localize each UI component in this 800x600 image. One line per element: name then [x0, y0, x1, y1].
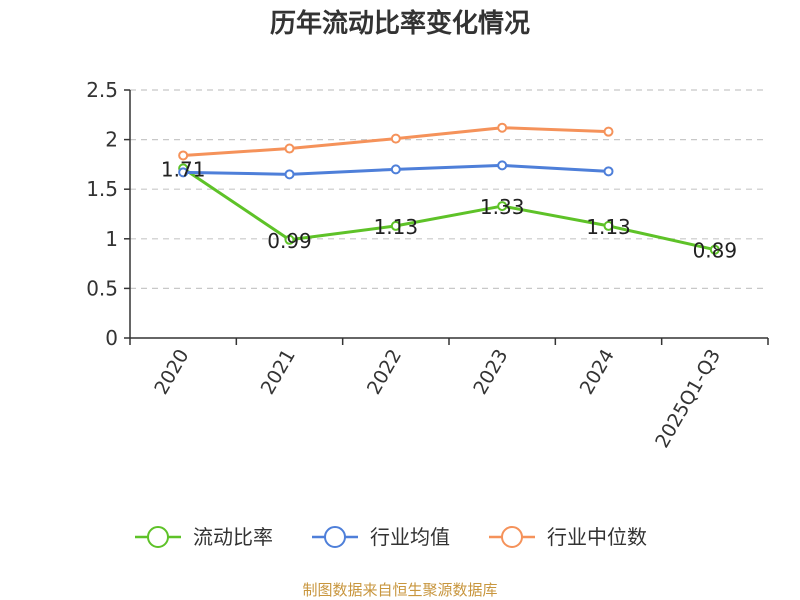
series: [178, 122, 720, 255]
x-tick-label: 2025Q1-Q3: [651, 346, 725, 452]
legend-marker: [501, 526, 523, 548]
y-tick-label: 0: [105, 326, 118, 350]
legend-label: 行业均值: [370, 525, 450, 549]
series-point-3: [178, 150, 189, 161]
series-point-1: [603, 220, 614, 231]
series-point-1: [497, 201, 508, 212]
legend: 流动比率 行业均值 行业中位数: [135, 525, 647, 549]
y-tick-label: 2.5: [86, 78, 118, 102]
data-label: 1.13: [374, 215, 419, 239]
x-tick-label: 2021: [257, 346, 300, 399]
series-point-3: [390, 133, 401, 144]
source-note: 制图数据来自恒生聚源数据库: [302, 581, 497, 599]
y-tick-label: 1: [105, 227, 118, 251]
series-point-1: [709, 244, 720, 255]
data-label: 1.71: [161, 157, 206, 181]
data-labels: 1.71 0.99 1.13 1.33 1.13 0.89: [161, 157, 737, 262]
x-tick-label: 2024: [576, 346, 619, 399]
x-tick-label: 2022: [363, 346, 406, 399]
series-point-1: [390, 220, 401, 231]
series-point-1: [284, 234, 295, 245]
series-line-1: [182, 167, 716, 252]
x-tick-label: 2020: [150, 346, 193, 399]
y-tick-label: 1.5: [86, 177, 118, 201]
data-label: 1.13: [586, 215, 631, 239]
series-point-2: [497, 160, 508, 171]
series-point-2: [603, 166, 614, 177]
series-point-3: [603, 126, 614, 137]
series-point-2: [390, 164, 401, 175]
data-label: 0.89: [693, 239, 738, 263]
series-point-2: [178, 167, 189, 178]
series-point-3: [284, 143, 295, 154]
x-tick-label: 2023: [469, 345, 512, 398]
series-point-3: [497, 122, 508, 133]
legend-marker: [324, 526, 346, 548]
chart-title: 历年流动比率变化情况: [270, 8, 530, 39]
y-tick-label: 0.5: [86, 276, 118, 300]
legend-label: 流动比率: [193, 525, 273, 549]
legend-marker: [147, 526, 169, 548]
grid: [130, 89, 768, 289]
legend-label: 行业中位数: [547, 525, 647, 549]
y-tick-label: 2: [105, 128, 118, 152]
series-point-2: [284, 169, 295, 180]
data-label: 1.33: [480, 195, 525, 219]
data-label: 0.99: [267, 229, 312, 253]
